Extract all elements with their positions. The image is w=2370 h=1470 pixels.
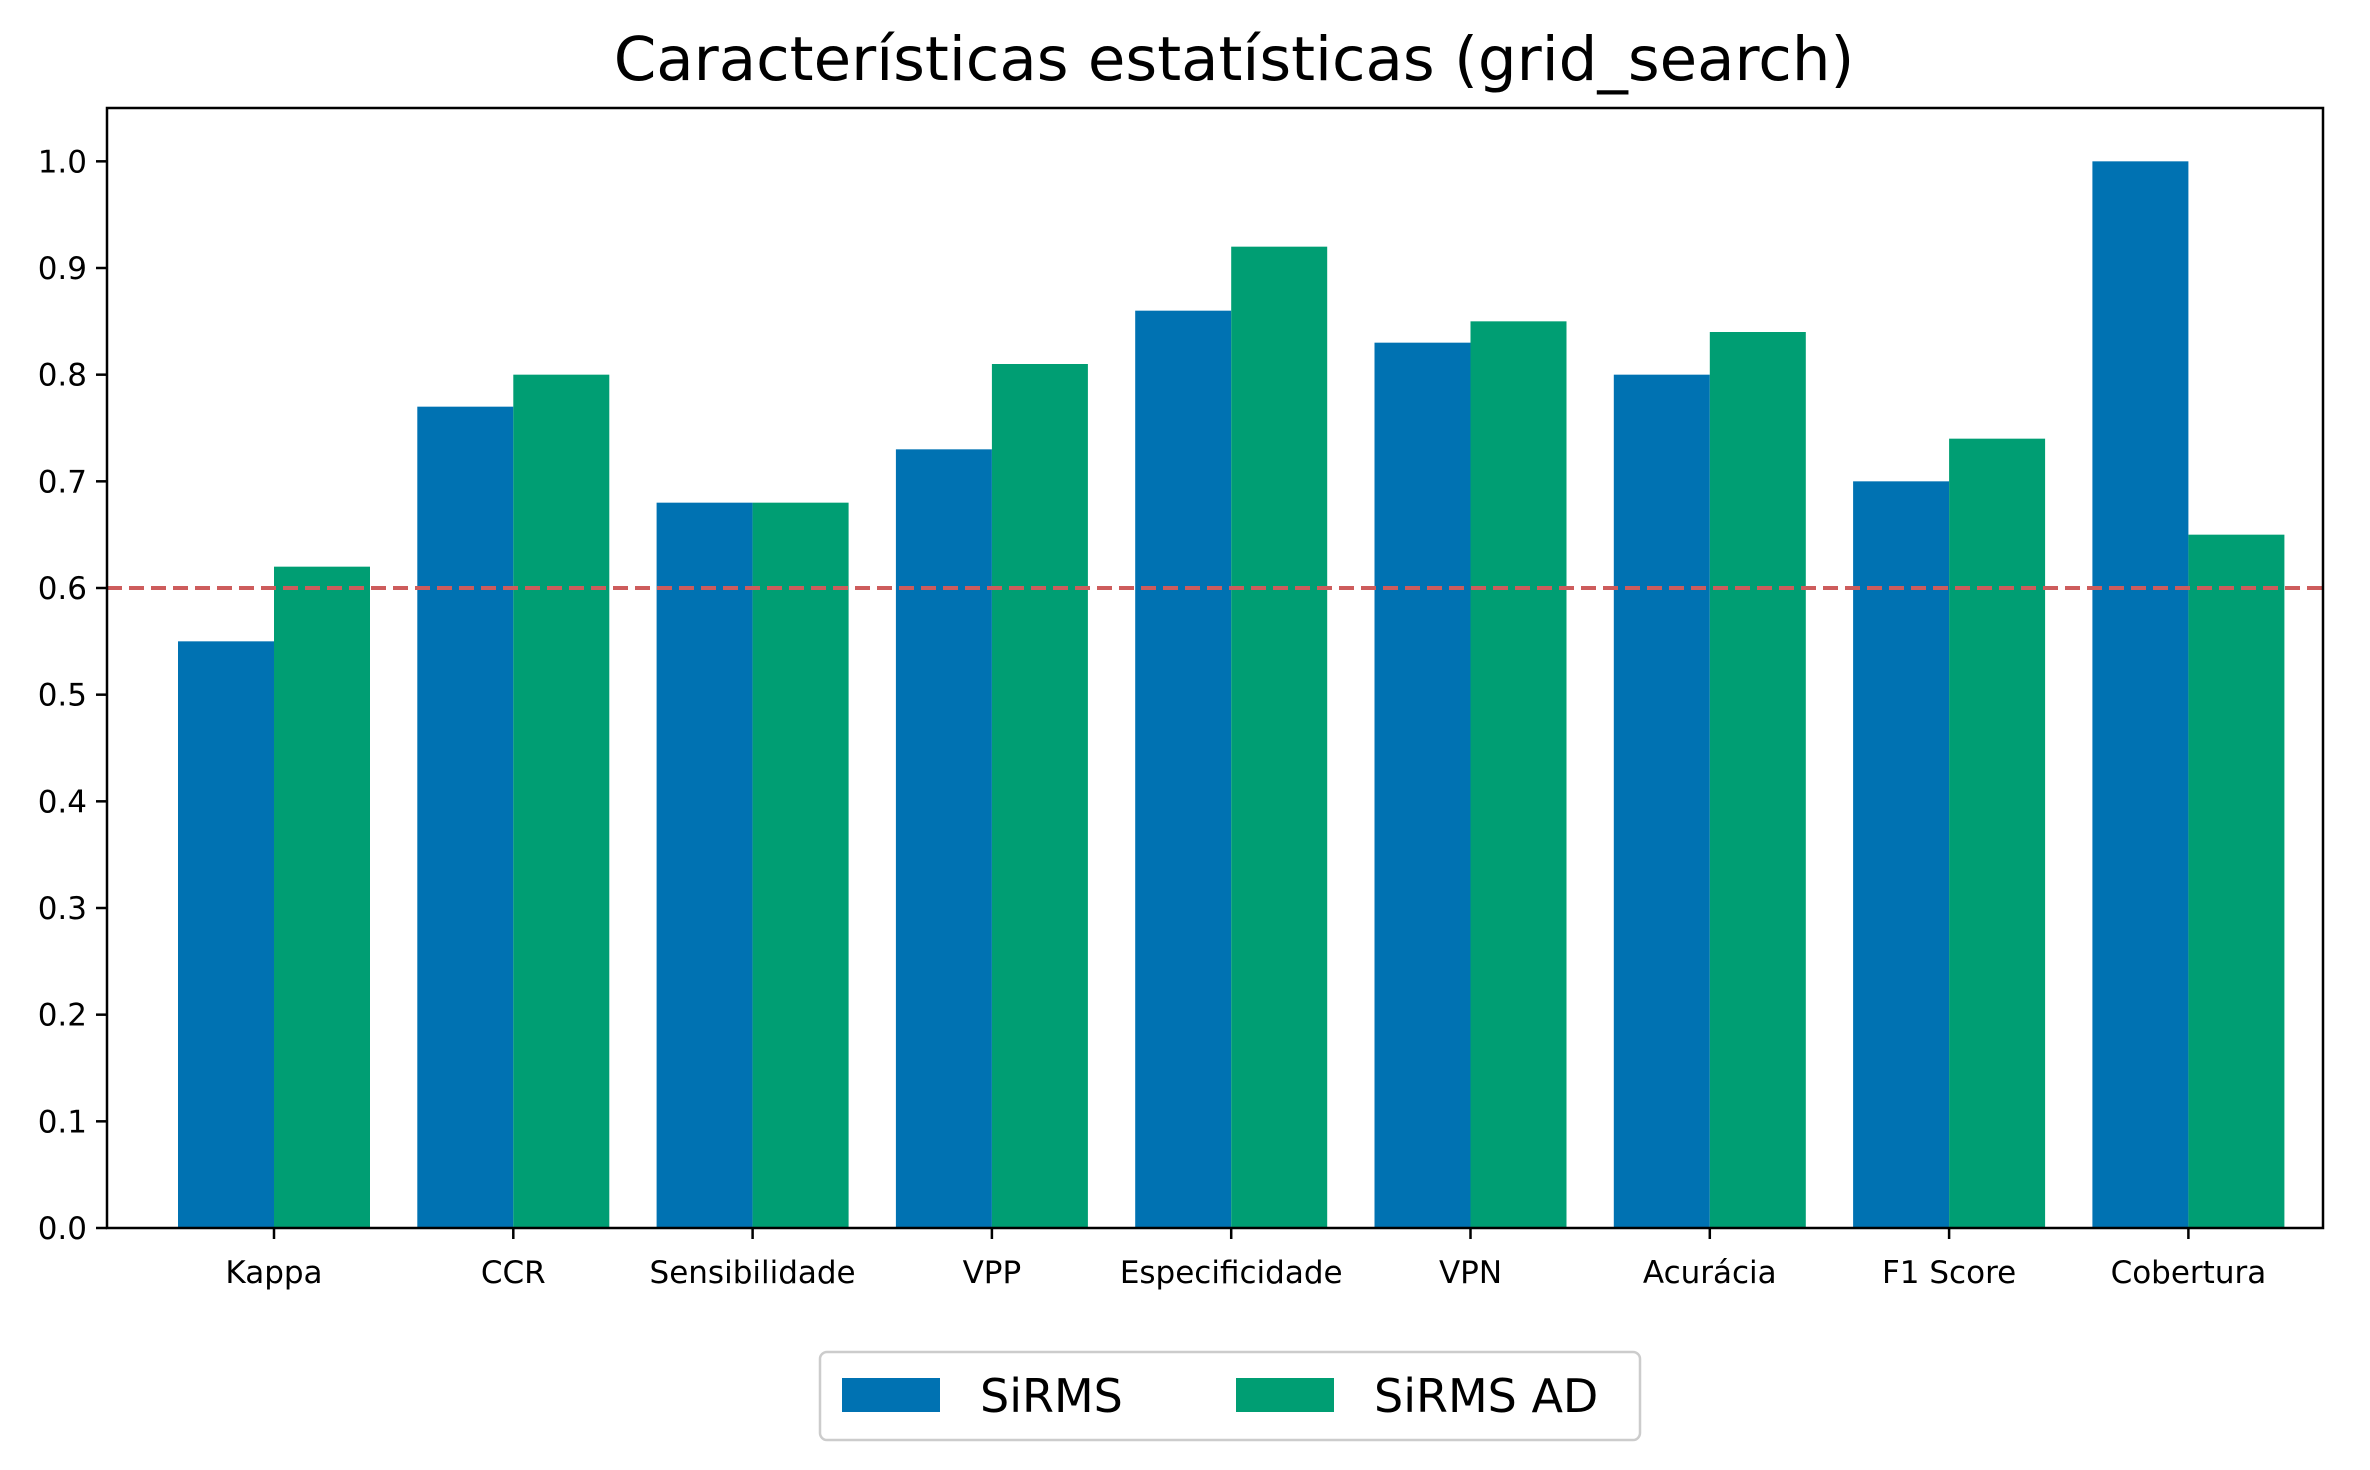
bar-sirms-ccr: [417, 406, 514, 1229]
bar-sirms-f1-score: [1853, 481, 1950, 1228]
y-tick-label: 0.6: [38, 571, 87, 607]
y-tick-label: 0.2: [38, 998, 87, 1034]
bar-sirms-ad-ccr: [513, 374, 610, 1229]
legend: SiRMS SiRMS AD: [818, 1350, 1642, 1442]
chart-title: Características estatísticas (grid_searc…: [614, 24, 1855, 95]
bar-sirms-especificidade: [1135, 310, 1232, 1229]
bar-sirms-ad-cobertura: [2188, 534, 2285, 1228]
bar-sirms-ad-kappa: [274, 566, 370, 1228]
legend-swatch-sirms-ad: [1236, 1378, 1334, 1412]
bar-sirms-ad-vpp: [991, 364, 1088, 1228]
bar-sirms-ad-vpn: [1470, 321, 1567, 1228]
plot-frame: [105, 106, 2325, 1230]
y-tick-label: 0.1: [38, 1104, 87, 1140]
y-tick-label: 0.3: [38, 891, 87, 927]
legend-swatch-sirms: [842, 1378, 940, 1412]
y-tick-label: 0.0: [38, 1211, 87, 1247]
bar-sirms-ad-especificidade: [1231, 246, 1328, 1228]
x-tick-label: Kappa: [225, 1255, 322, 1291]
x-tick-label: VPP: [963, 1255, 1022, 1291]
legend-label-sirms: SiRMS: [980, 1369, 1123, 1423]
x-tick-label: Cobertura: [2111, 1255, 2267, 1291]
y-tick-label: 1.0: [38, 144, 87, 180]
x-tick-label: F1 Score: [1882, 1255, 2016, 1291]
bar-sirms-sensibilidade: [656, 502, 753, 1229]
x-tick-label: Acurácia: [1643, 1255, 1777, 1291]
bar-sirms-kappa: [178, 641, 274, 1228]
y-tick-label: 0.7: [38, 464, 87, 500]
x-tick-label: Especificidade: [1120, 1255, 1343, 1291]
legend-label-sirms-ad: SiRMS AD: [1374, 1369, 1598, 1423]
bar-sirms-ad-acur-cia: [1709, 332, 1806, 1228]
bar-sirms-acur-cia: [1613, 374, 1710, 1229]
bar-sirms-cobertura: [2092, 161, 2189, 1228]
y-tick-label: 0.4: [38, 784, 87, 820]
bars-layer: [178, 161, 2285, 1229]
y-tick-label: 0.8: [38, 358, 87, 394]
bar-sirms-ad-sensibilidade: [752, 502, 849, 1229]
x-tick-label: Sensibilidade: [650, 1255, 856, 1291]
legend-frame: [818, 1350, 1642, 1442]
bar-sirms-vpn: [1374, 342, 1471, 1229]
x-tick-label: CCR: [481, 1255, 546, 1291]
y-tick-label: 0.9: [38, 251, 87, 287]
x-tick-label: VPN: [1439, 1255, 1502, 1291]
bar-sirms-vpp: [895, 449, 992, 1228]
y-tick-label: 0.5: [38, 678, 87, 714]
bar-sirms-ad-f1-score: [1949, 438, 2046, 1229]
axes-layer: 0.0 0.1 0.2 0.3 0.4 0.5 0.6 0.7 0.8 0.9 1.0 Kappa CC…: [38, 106, 2325, 1291]
